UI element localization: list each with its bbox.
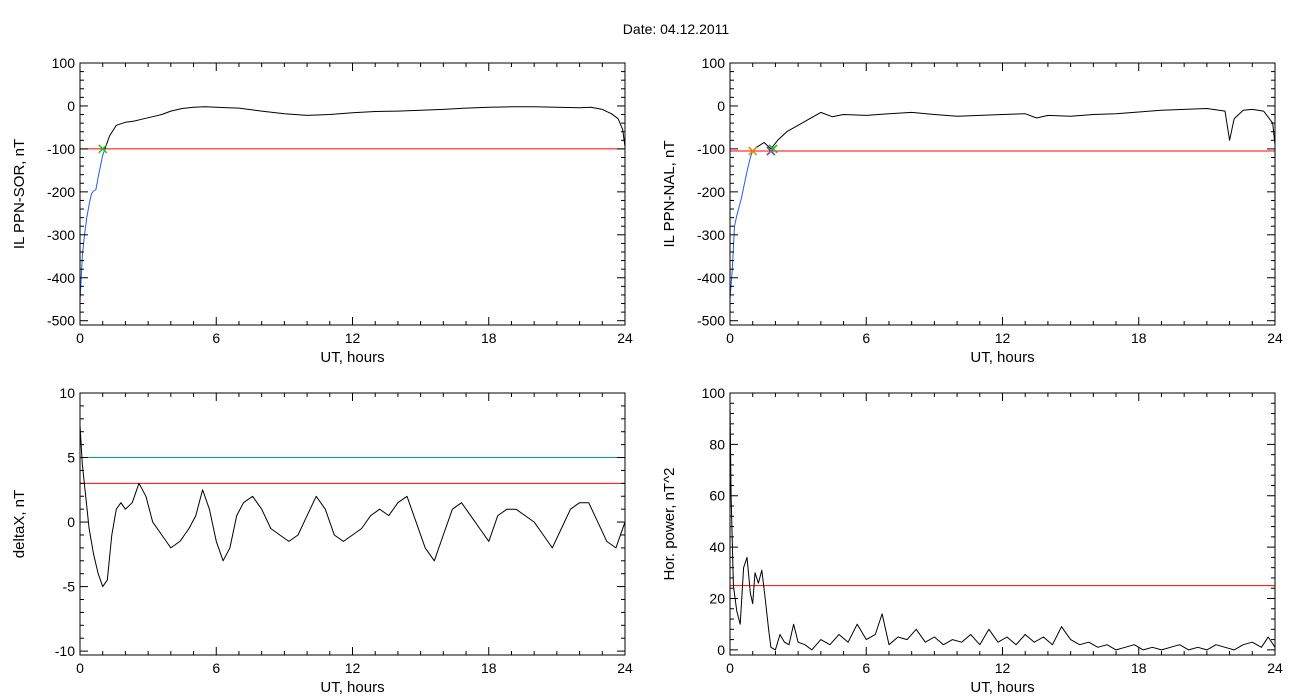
series-line [79,148,106,302]
power-panel: 0 6 12 18 24 100 80 60 40 20 0 UT, hours Hor. power,… [661,385,1283,696]
x-tick-label: 6 [212,660,220,676]
x-tick-label: 24 [1267,330,1283,346]
x-tick-label: 12 [995,660,1011,676]
x-axis-label: UT, hours [320,679,384,696]
y-tick-label: 100 [52,55,76,71]
x-tick-label: 6 [212,330,220,346]
crossing-marker [768,144,778,154]
y-axis-label: IL PPN-NAL, nT [661,141,678,248]
y-tick-label: -500 [47,313,75,329]
y-tick-label: 0 [717,98,725,114]
x-axis-label: UT, hours [970,349,1034,366]
x-tick-label: 12 [345,660,361,676]
y-tick-label: 100 [702,55,726,71]
y-axis-label: deltaX, nT [11,490,28,558]
y-tick-label: 20 [709,590,725,606]
x-tick-label: 24 [617,660,633,676]
deltax-panel: 0 6 12 18 24 10 5 0 -5 -10 UT, hours deltaX, nT [11,385,633,696]
y-tick-label: 60 [709,488,725,504]
crossing-marker [748,146,758,156]
crossing-marker [98,144,108,154]
x-tick-label: 18 [481,330,497,346]
y-axis-label: IL PPN-SOR, nT [11,139,28,249]
x-tick-label: 12 [995,330,1011,346]
x-axis-label: UT, hours [320,349,384,366]
y-tick-label: -300 [47,227,75,243]
y-tick-label: -100 [697,141,725,157]
y-tick-label: -10 [55,643,75,659]
x-tick-label: 6 [862,330,870,346]
series-line [79,425,626,588]
x-tick-label: 24 [1267,660,1283,676]
x-axis-label: UT, hours [970,679,1034,696]
x-tick-label: 12 [345,330,361,346]
nal-panel: 0 6 12 18 24 100 0 -100 -200 -300 -400 -500 UT, hour… [661,55,1283,366]
x-tick-label: 24 [617,330,633,346]
y-tick-label: 0 [67,514,75,530]
x-tick-label: 0 [76,660,84,676]
x-tick-label: 18 [1131,330,1147,346]
sor-panel: 0 6 12 18 24 100 0 -100 -200 -300 -400 -500 UT, hour… [11,55,633,366]
y-tick-label: 40 [709,539,725,555]
plot-frame [79,392,626,656]
y-tick-label: 100 [702,385,726,401]
series-line [104,106,626,150]
x-tick-label: 0 [726,330,734,346]
y-tick-label: -200 [47,184,75,200]
y-axis-label: Hor. power, nT^2 [661,468,678,581]
y-tick-label: 0 [717,642,725,658]
y-tick-label: -200 [697,184,725,200]
plot-frame [729,392,1276,656]
y-tick-label: -300 [697,227,725,243]
plot-frame [79,62,626,326]
series-line [729,403,1276,651]
y-tick-label: 10 [59,385,75,401]
plot-frame [729,62,1276,326]
x-tick-label: 0 [76,330,84,346]
y-tick-label: -400 [47,270,75,286]
x-tick-label: 18 [481,660,497,676]
y-tick-label: -100 [47,141,75,157]
y-tick-label: -5 [63,579,76,595]
y-tick-label: 0 [67,98,75,114]
x-tick-label: 6 [862,660,870,676]
series-line [752,108,1276,152]
y-tick-label: -400 [697,270,725,286]
figure-title: Date: 04.12.2011 [623,21,730,37]
series-line [729,150,754,300]
y-tick-label: 5 [67,450,75,466]
y-tick-label: 80 [709,436,725,452]
x-tick-label: 0 [726,660,734,676]
x-tick-label: 18 [1131,660,1147,676]
y-tick-label: -500 [697,313,725,329]
